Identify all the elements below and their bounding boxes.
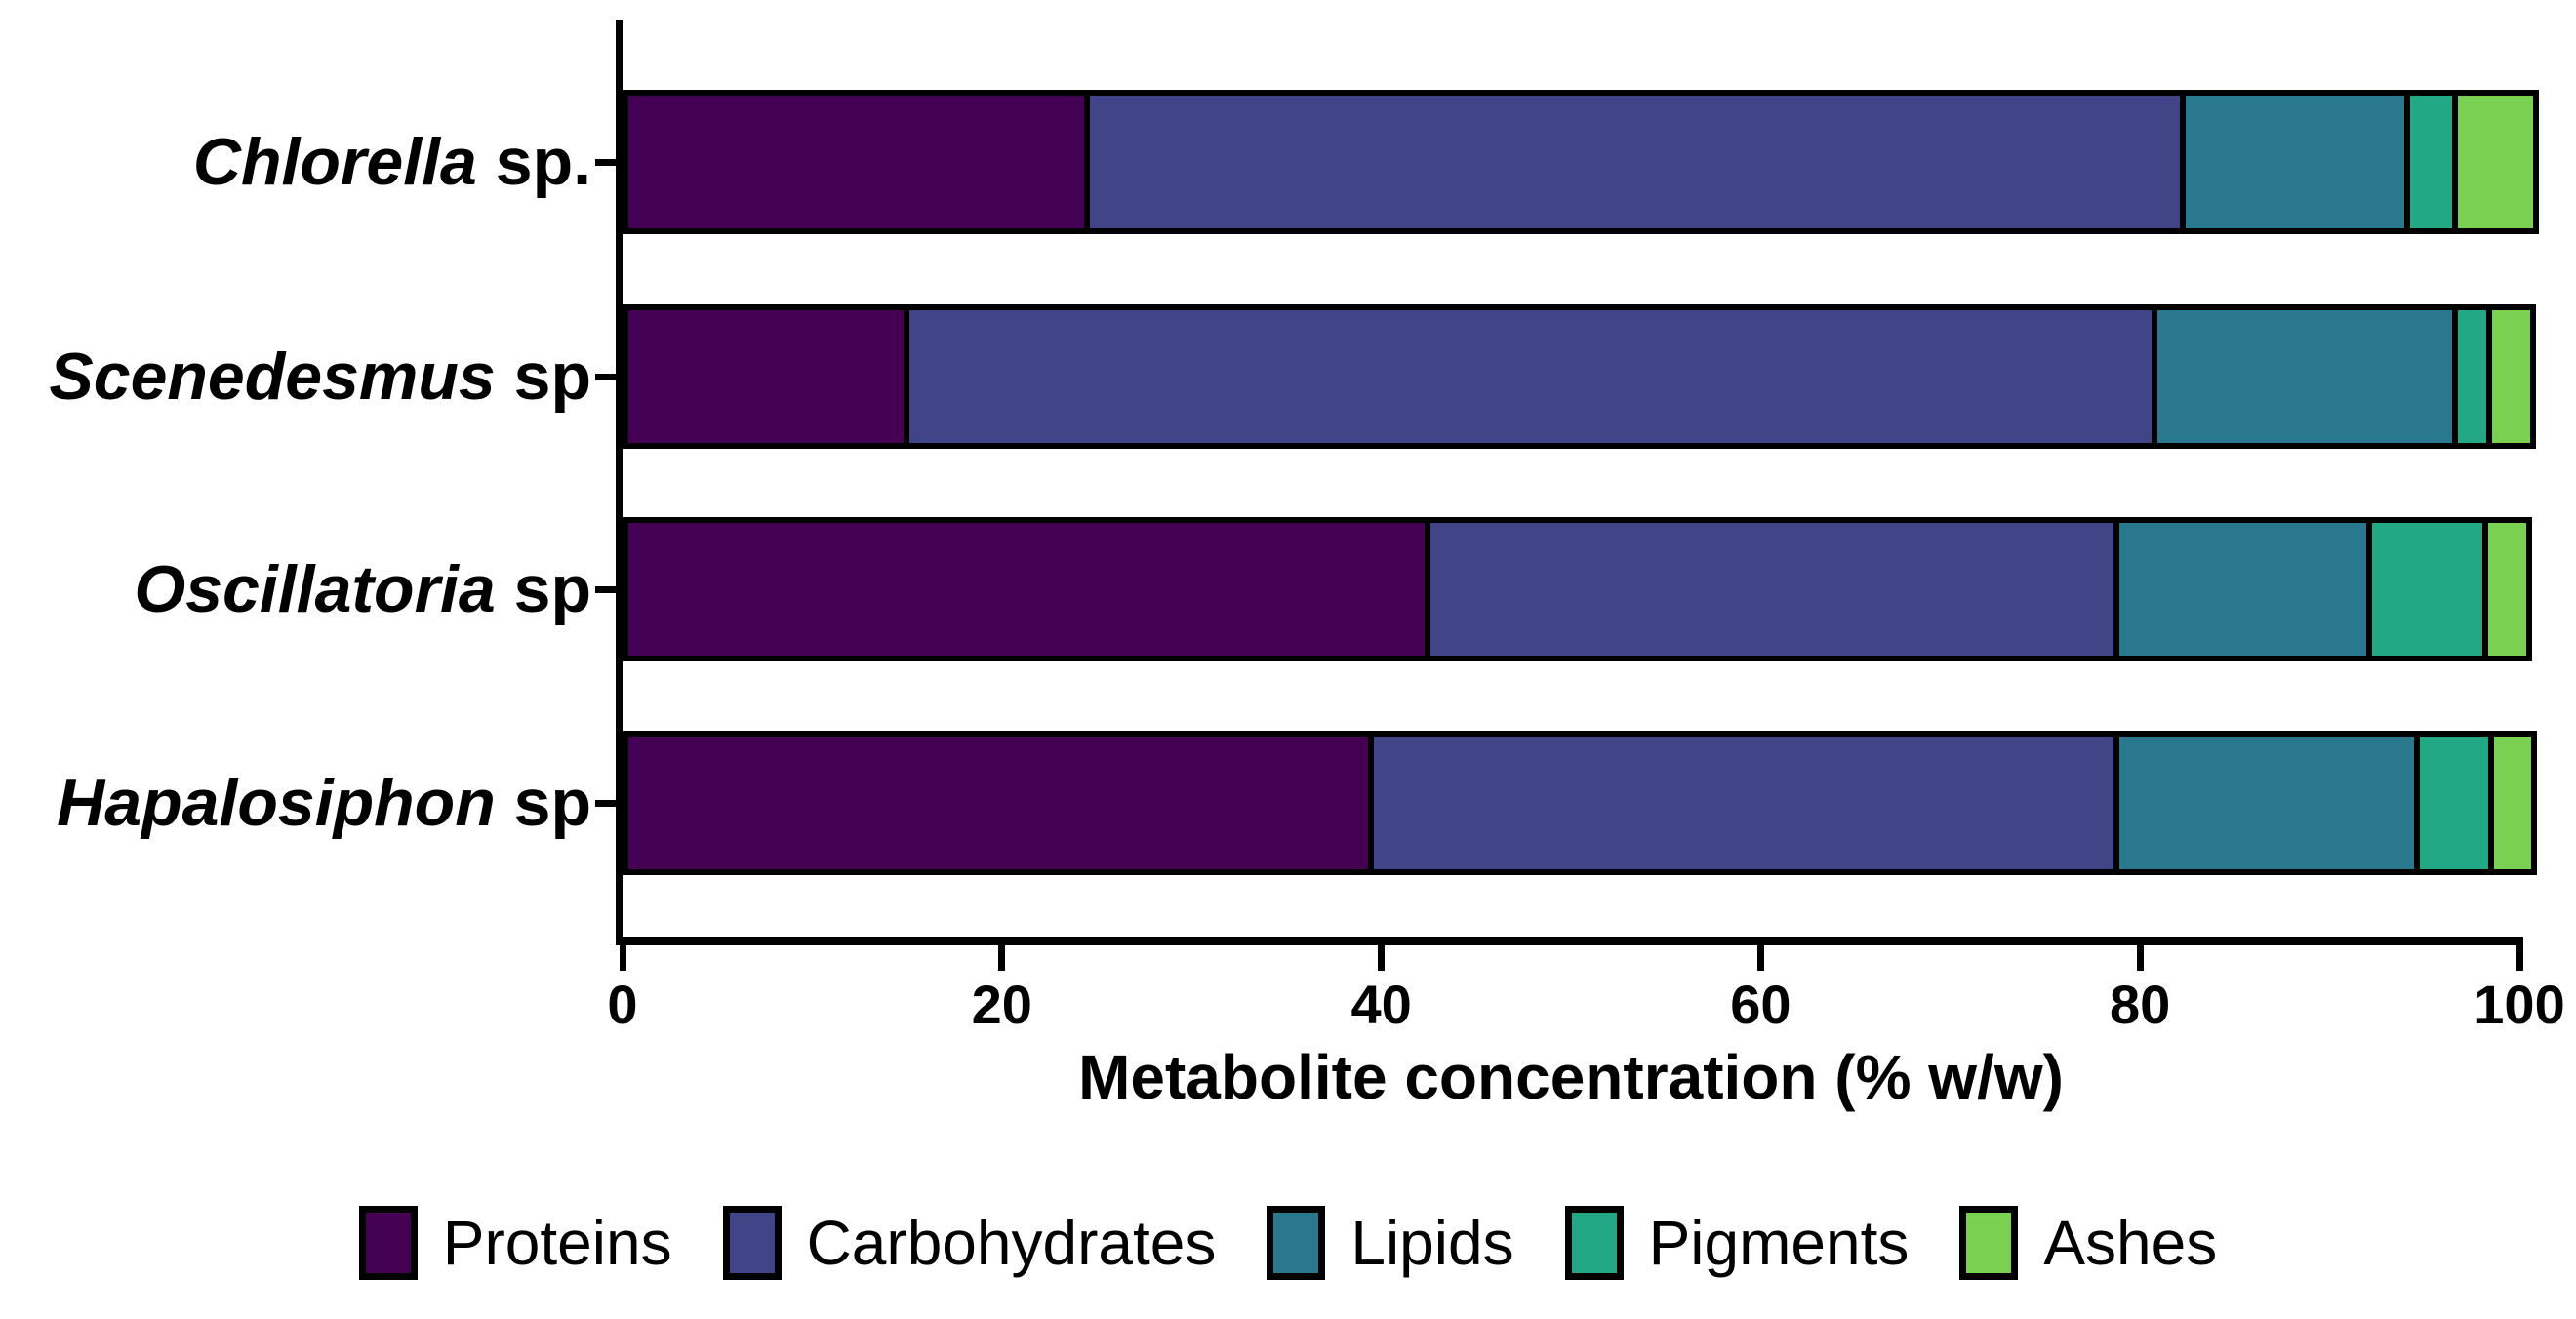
legend-swatch-pigments [1564, 1206, 1624, 1280]
legend-swatch-ashes [1959, 1206, 2019, 1280]
legend-item-pigments: Pigments [1564, 1206, 1910, 1280]
category-genus: Hapalosiphon [57, 766, 496, 840]
bar-segment-pigments [2413, 731, 2494, 875]
category-suffix: sp. [476, 125, 591, 199]
bar-segment-ashes [2487, 731, 2538, 875]
x-axis-tick-label: 80 [2110, 974, 2171, 1035]
bar-segment-proteins [623, 517, 1431, 661]
legend-label-pigments: Pigments [1648, 1208, 1910, 1278]
x-axis-tick [2516, 945, 2523, 971]
legend-item-ashes: Ashes [1959, 1206, 2217, 1280]
bar-segment-ashes [2451, 90, 2540, 234]
legend-item-proteins: Proteins [358, 1206, 672, 1280]
bar-row-oscillatoria [623, 517, 2532, 661]
x-axis-tick [2136, 945, 2144, 971]
legend-label-lipids: Lipids [1350, 1208, 1514, 1278]
category-tick [595, 586, 623, 593]
category-genus: Scenedesmus [49, 340, 496, 414]
category-label-chlorella: Chlorella sp. [6, 123, 591, 201]
bar-segment-ashes [2485, 304, 2536, 449]
x-axis-tick [1378, 945, 1386, 971]
bar-segment-lipids [2113, 517, 2373, 661]
bar-segment-carbohydrates [903, 304, 2158, 449]
category-label-oscillatoria: Oscillatoria sp [6, 550, 591, 628]
x-axis-tick [1756, 945, 1764, 971]
bar-row-hapalosiphon [623, 731, 2538, 875]
bar-segment-carbohydrates [1368, 731, 2120, 875]
legend-swatch-carbohydrates [722, 1206, 782, 1280]
legend-label-proteins: Proteins [442, 1208, 672, 1278]
legend-label-carbohydrates: Carbohydrates [806, 1208, 1217, 1278]
bar-segment-pigments [2366, 517, 2488, 661]
x-axis-tick [619, 945, 626, 971]
bar-segment-ashes [2481, 517, 2532, 661]
category-genus: Oscillatoria [134, 552, 496, 626]
legend: Proteins Carbohydrates Lipids Pigments Ashes [273, 1206, 2303, 1280]
bar-segment-carbohydrates [1425, 517, 2120, 661]
category-suffix: sp [495, 552, 591, 626]
legend-label-ashes: Ashes [2043, 1208, 2218, 1278]
x-axis-tick-label: 40 [1350, 974, 1412, 1035]
bar-segment-proteins [623, 731, 1375, 875]
category-suffix: sp [495, 766, 591, 840]
category-tick [595, 159, 623, 166]
x-axis-tick-label: 20 [971, 974, 1032, 1035]
bar-segment-proteins [623, 90, 1090, 234]
category-tick [595, 374, 623, 380]
x-axis-line-extension [2513, 937, 2523, 945]
x-axis-title: Metabolite concentration (% w/w) [1078, 1042, 2064, 1112]
bar-segment-pigments [2403, 90, 2458, 234]
bar-row-chlorella [623, 90, 2540, 234]
bar-segment-carbohydrates [1083, 90, 2187, 234]
category-label-hapalosiphon: Hapalosiphon sp [6, 764, 591, 842]
category-suffix: sp [495, 340, 591, 414]
legend-item-lipids: Lipids [1267, 1206, 1514, 1280]
x-axis-tick-label: 100 [2474, 974, 2565, 1035]
bar-segment-lipids [2113, 731, 2420, 875]
x-axis-tick-label: 60 [1730, 974, 1791, 1035]
legend-item-carbohydrates: Carbohydrates [722, 1206, 1217, 1280]
plot-area [616, 20, 2519, 945]
category-genus: Chlorella [192, 125, 477, 199]
category-tick [595, 800, 623, 807]
legend-swatch-lipids [1267, 1206, 1326, 1280]
x-axis-tick [998, 945, 1006, 971]
bar-row-scenedesmus [623, 304, 2536, 449]
bar-segment-proteins [623, 304, 909, 449]
x-axis-tick-label: 0 [607, 974, 638, 1035]
category-label-scenedesmus: Scenedesmus sp [6, 338, 591, 416]
bar-segment-lipids [2152, 304, 2458, 449]
legend-swatch-proteins [358, 1206, 418, 1280]
bar-segment-lipids [2180, 90, 2410, 234]
